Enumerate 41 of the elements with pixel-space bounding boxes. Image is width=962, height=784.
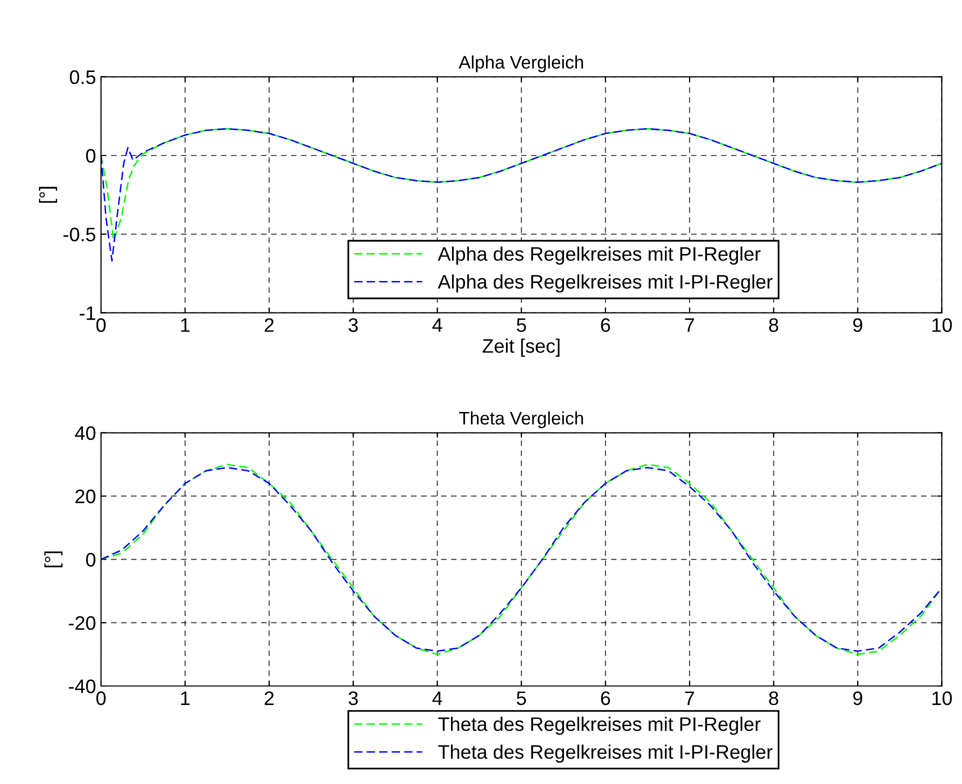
x-tick-label: 7: [685, 318, 694, 332]
x-axis-title: Zeit [sec]: [482, 338, 560, 357]
x-tick-label: 9: [853, 691, 862, 706]
chart-title: Alpha Vergleich: [458, 55, 583, 72]
x-tick-label: 3: [348, 318, 358, 332]
legend-label: Alpha des Regelkreises mit I-PI-Regler: [438, 274, 772, 293]
y-tick-label: -20: [68, 616, 96, 630]
y-axis-title: [°]: [38, 186, 58, 203]
x-tick-label: 4: [432, 318, 442, 332]
x-tick-label: 0: [96, 691, 106, 706]
y-tick-label: 40: [74, 426, 96, 440]
x-tick-label: 9: [853, 318, 862, 332]
x-tick-label: 6: [601, 318, 610, 332]
x-tick-label: 10: [932, 691, 952, 706]
x-tick-label: 3: [348, 691, 358, 706]
x-tick-label: 5: [516, 318, 526, 332]
x-tick-label: 2: [264, 691, 274, 705]
y-tick-label: 0: [86, 552, 96, 567]
x-tick-label: 10: [932, 318, 952, 332]
x-tick-label: 5: [516, 692, 526, 706]
y-tick-label: 20: [76, 490, 96, 504]
x-tick-label: 1: [181, 692, 190, 705]
x-tick-label: 0: [96, 318, 106, 332]
x-tick-label: 1: [181, 318, 190, 332]
x-tick-label: 8: [769, 318, 778, 332]
y-tick-label: -1: [80, 306, 96, 320]
y-axis-title: [°]: [44, 551, 62, 568]
y-tick-label: 0: [86, 148, 96, 163]
y-tick-label: -0.5: [64, 228, 96, 242]
x-tick-label: 2: [264, 318, 274, 332]
y-tick-label: -40: [68, 679, 96, 694]
legend-label: Theta des Regelkreises mit PI-Regler: [438, 716, 761, 735]
legend-label: Alpha des Regelkreises mit PI-Regler: [438, 246, 761, 265]
chart-title: Theta Vergleich: [459, 411, 583, 428]
line-series: [101, 128, 942, 242]
x-tick-label: 6: [601, 691, 610, 706]
legend-label: Theta des Regelkreises mit I-PI-Regler: [438, 744, 772, 763]
x-tick-label: 7: [685, 692, 694, 705]
x-tick-label: 8: [769, 691, 778, 706]
x-tick-label: 4: [432, 692, 442, 705]
y-tick-label: 0.5: [70, 70, 96, 84]
